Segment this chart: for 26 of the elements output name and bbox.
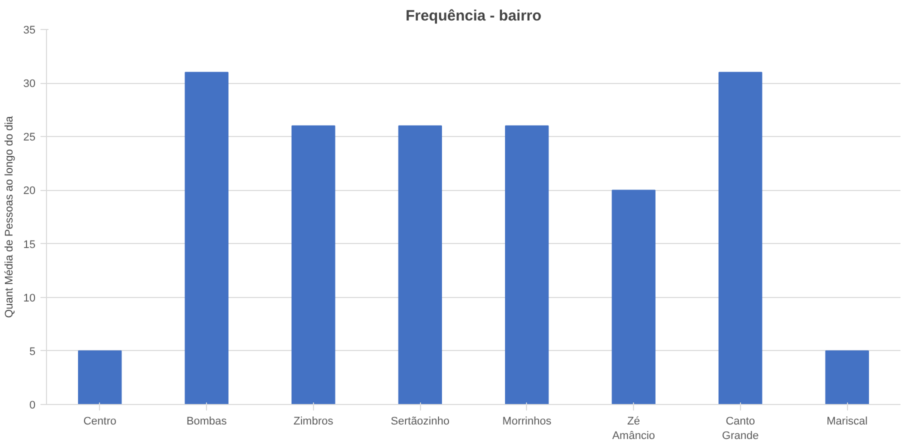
y-tick-label: 0 [29,400,36,412]
y-tick-label: 20 [23,185,36,198]
bar [184,72,228,404]
y-tick-label: 15 [23,238,36,251]
bar [612,190,656,404]
y-tick-label: 25 [23,132,36,144]
chart-title: Frequência - bairro [406,8,542,24]
x-tick-label: Centro [83,416,116,428]
bar [505,125,549,404]
bar [825,350,869,404]
bar [292,125,336,404]
y-tick-label: 35 [23,24,36,36]
x-tick-label: Zimbros [294,416,334,428]
x-tick-label: Sertãozinho [390,416,450,428]
x-tick-label: Zé Amâncio [612,416,656,442]
x-tick-label: Bombas [186,416,228,428]
x-tick-label: Morrinhos [502,416,552,428]
y-axis-title: Quant Média de Pessoas ao longo do dia [3,115,16,318]
x-tick-label: Mariscal [826,416,868,428]
bar [398,125,442,404]
x-tick-label: Canto Grande [722,416,759,442]
y-tick-label: 10 [23,292,36,304]
y-tick-label: 30 [23,78,36,90]
bar [718,72,762,404]
bar [78,350,122,404]
y-tick-label: 5 [29,346,36,358]
